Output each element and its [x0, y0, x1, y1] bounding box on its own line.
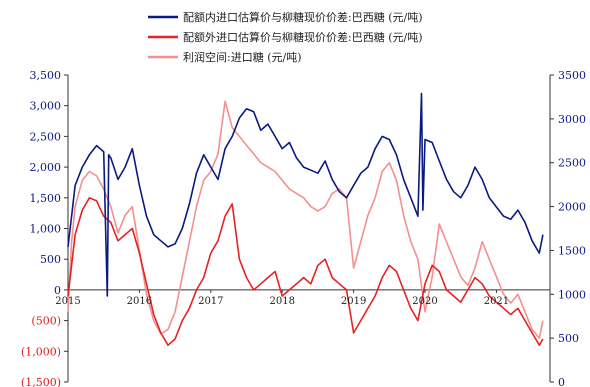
legend: 配额内进口估算价与柳糖现价价差:巴西糖 (元/吨) 配额外进口估算价与柳糖现价价差…: [148, 10, 423, 64]
tick-labels: (1,500) (1,000) (500) 0 500 1,000 1,500 2,000 2,…: [21, 69, 586, 387]
left-tick-label: 2,000: [30, 161, 62, 174]
legend-label-1: 配额外进口估算价与柳糖现价价差:巴西糖 (元/吨): [183, 30, 423, 44]
axes: [64, 74, 554, 383]
right-tick-label: 500: [558, 332, 579, 345]
right-tick-label: 0: [558, 376, 565, 387]
x-tick-label: 2020: [412, 296, 437, 307]
left-tick-label: 1,500: [30, 192, 62, 205]
left-tick-label: 3,000: [30, 100, 62, 113]
right-tick-label: 1500: [558, 244, 586, 257]
left-tick-label: 500: [40, 253, 61, 266]
left-tick-label: 3,500: [30, 69, 62, 82]
legend-label-2: 利润空间:进口糖 (元/吨): [183, 50, 302, 64]
series-line-1: [67, 197, 544, 347]
left-tick-label: (500): [31, 315, 61, 328]
legend-label-0: 配额内进口估算价与柳糖现价价差:巴西糖 (元/吨): [183, 10, 423, 24]
x-tick-label: 2017: [198, 296, 223, 307]
x-tick-label: 2016: [127, 296, 152, 307]
right-tick-label: 2000: [558, 201, 586, 214]
x-tick-label: 2018: [269, 296, 294, 307]
x-tick-label: 2021: [484, 296, 509, 307]
left-tick-label: 1,000: [30, 223, 62, 236]
right-tick-label: 3000: [558, 113, 586, 126]
left-tick-label: 0: [54, 284, 61, 297]
left-tick-label: 2,500: [30, 130, 62, 143]
left-tick-label: (1,500): [21, 376, 61, 387]
right-tick-label: 1000: [558, 288, 586, 301]
left-tick-label: (1,000): [21, 345, 61, 358]
plot-area: [67, 92, 544, 347]
x-tick-label: 2015: [55, 296, 80, 307]
x-tick-label: 2019: [341, 296, 366, 307]
right-tick-label: 2500: [558, 157, 586, 170]
right-tick-label: 3500: [558, 69, 586, 82]
series-line-0: [67, 92, 544, 297]
